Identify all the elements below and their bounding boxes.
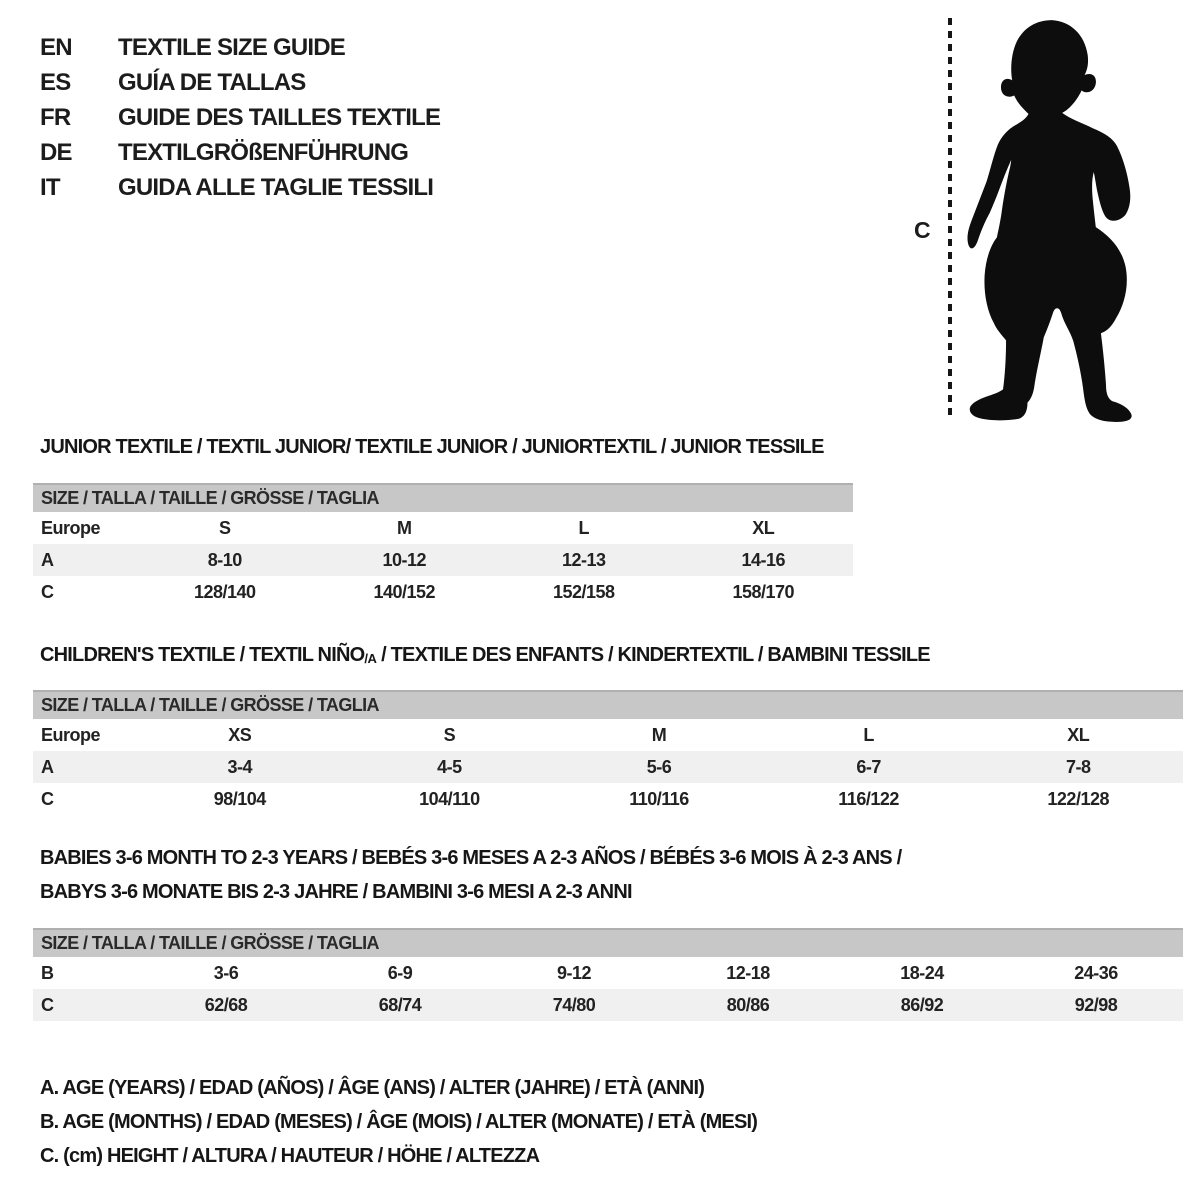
table-row: C 98/104 104/110 110/116 116/122 122/128 bbox=[33, 783, 1183, 815]
size-cell: S bbox=[443, 724, 456, 745]
lang-code: DE bbox=[40, 138, 73, 166]
height-cell: 122/128 bbox=[1047, 788, 1109, 809]
height-cell: 104/110 bbox=[419, 788, 480, 809]
babies-title-line-1: BABIES 3-6 MONTH TO 2-3 YEARS / BEBÉS 3-… bbox=[40, 847, 902, 869]
height-cell: 80/86 bbox=[726, 994, 770, 1015]
height-cell: 74/80 bbox=[552, 994, 596, 1015]
row-label: A bbox=[41, 756, 54, 777]
age-cell: 14-16 bbox=[741, 549, 786, 570]
lang-title: TEXTILGRÖßENFÜHRUNG bbox=[118, 138, 409, 166]
age-cell: 12-13 bbox=[561, 549, 606, 570]
babies-size-table: SIZE / TALLA / TAILLE / GRÖSSE / TAGLIA … bbox=[33, 928, 1183, 1021]
size-cell: L bbox=[863, 724, 874, 745]
children-title-text: CHILDREN'S TEXTILE / TEXTIL NIÑO bbox=[40, 644, 365, 666]
row-label: Europe bbox=[41, 724, 101, 745]
age-cell: 8-10 bbox=[207, 549, 243, 570]
row-label: C bbox=[41, 994, 54, 1015]
height-cell: 98/104 bbox=[213, 788, 267, 809]
toddler-silhouette-image bbox=[967, 20, 1132, 422]
height-cell: 116/122 bbox=[838, 788, 899, 809]
babies-title-line-2: BABYS 3-6 MONATE BIS 2-3 JAHRE / BAMBINI… bbox=[40, 881, 633, 903]
age-cell: 6-7 bbox=[856, 756, 881, 777]
height-cell: 92/98 bbox=[1074, 994, 1118, 1015]
language-title-block: EN TEXTILE SIZE GUIDE ES GUÍA DE TALLAS … bbox=[40, 30, 600, 205]
size-cell: S bbox=[218, 517, 231, 538]
lang-title: GUÍA DE TALLAS bbox=[118, 68, 306, 96]
size-cell: M bbox=[651, 724, 667, 745]
babies-size-header-band: SIZE / TALLA / TAILLE / GRÖSSE / TAGLIA bbox=[33, 928, 1183, 957]
age-cell: 5-6 bbox=[646, 756, 672, 777]
junior-size-header-band: SIZE / TALLA / TAILLE / GRÖSSE / TAGLIA bbox=[33, 483, 853, 512]
legend-height-cm: C. (cm) HEIGHT / ALTURA / HAUTEUR / HÖHE… bbox=[40, 1144, 540, 1167]
height-cell: 62/68 bbox=[204, 994, 248, 1015]
age-cell: 12-18 bbox=[726, 962, 770, 983]
children-title-subscript: /A bbox=[364, 651, 377, 666]
height-measure-label: C bbox=[914, 217, 931, 243]
children-size-table: SIZE / TALLA / TAILLE / GRÖSSE / TAGLIA … bbox=[33, 690, 1183, 815]
row-label: A bbox=[41, 549, 54, 570]
row-label: C bbox=[41, 788, 54, 809]
table-row: Europe XS S M L XL bbox=[33, 719, 1183, 751]
size-cell: XL bbox=[1067, 724, 1090, 745]
age-cell: 4-5 bbox=[437, 756, 462, 777]
height-cell: 140/152 bbox=[373, 581, 436, 602]
age-cell: 3-4 bbox=[227, 756, 253, 777]
height-cell: 68/74 bbox=[378, 994, 422, 1015]
table-row: C 62/68 68/74 74/80 80/86 86/92 92/98 bbox=[33, 989, 1183, 1021]
height-cell: 128/140 bbox=[193, 581, 256, 602]
age-cell: 6-9 bbox=[387, 962, 413, 983]
lang-code: IT bbox=[40, 173, 61, 201]
children-size-header-band: SIZE / TALLA / TAILLE / GRÖSSE / TAGLIA bbox=[33, 690, 1183, 719]
legend-age-months: B. AGE (MONTHS) / EDAD (MESES) / ÂGE (MO… bbox=[40, 1110, 758, 1133]
age-cell: 3-6 bbox=[213, 962, 239, 983]
children-title-text: / TEXTILE DES ENFANTS / KINDERTEXTIL / B… bbox=[376, 644, 931, 666]
lang-row-es: ES GUÍA DE TALLAS bbox=[40, 65, 600, 100]
size-cell: M bbox=[397, 517, 412, 538]
lang-title: GUIDE DES TAILLES TEXTILE bbox=[118, 103, 441, 131]
lang-row-it: IT GUIDA ALLE TAGLIE TESSILI bbox=[40, 170, 600, 205]
junior-section-title: JUNIOR TEXTILE / TEXTIL JUNIOR/ TEXTILE … bbox=[40, 436, 824, 458]
row-label: C bbox=[41, 581, 54, 602]
table-row: A 3-4 4-5 5-6 6-7 7-8 bbox=[33, 751, 1183, 783]
table-row: B 3-6 6-9 9-12 12-18 18-24 24-36 bbox=[33, 957, 1183, 989]
children-section-title: CHILDREN'S TEXTILE / TEXTIL NIÑO/A / TEX… bbox=[40, 644, 931, 667]
junior-size-table: SIZE / TALLA / TAILLE / GRÖSSE / TAGLIA … bbox=[33, 483, 853, 608]
lang-code: ES bbox=[40, 68, 71, 96]
table-row: Europe S M L XL bbox=[33, 512, 853, 544]
lang-row-en: EN TEXTILE SIZE GUIDE bbox=[40, 30, 600, 65]
size-cell: XS bbox=[228, 724, 252, 745]
row-label: Europe bbox=[41, 517, 101, 538]
row-label: B bbox=[41, 962, 54, 983]
height-cell: 152/158 bbox=[552, 581, 615, 602]
lang-code: EN bbox=[40, 33, 73, 61]
lang-title: TEXTILE SIZE GUIDE bbox=[118, 33, 346, 61]
babies-section-title: BABIES 3-6 MONTH TO 2-3 YEARS / BEBÉS 3-… bbox=[40, 841, 902, 909]
height-cell: 158/170 bbox=[732, 581, 795, 602]
height-cell: 86/92 bbox=[900, 994, 944, 1015]
height-measure-dashed-line bbox=[948, 18, 952, 420]
age-cell: 10-12 bbox=[382, 549, 427, 570]
lang-code: FR bbox=[40, 103, 71, 131]
table-row: C 128/140 140/152 152/158 158/170 bbox=[33, 576, 853, 608]
lang-row-de: DE TEXTILGRÖßENFÜHRUNG bbox=[40, 135, 600, 170]
legend-age-years: A. AGE (YEARS) / EDAD (AÑOS) / ÂGE (ANS)… bbox=[40, 1076, 705, 1099]
age-cell: 24-36 bbox=[1074, 962, 1118, 983]
age-cell: 9-12 bbox=[556, 962, 592, 983]
age-cell: 18-24 bbox=[900, 962, 944, 983]
lang-title: GUIDA ALLE TAGLIE TESSILI bbox=[118, 173, 434, 201]
lang-row-fr: FR GUIDE DES TAILLES TEXTILE bbox=[40, 100, 600, 135]
height-cell: 110/116 bbox=[629, 788, 689, 809]
size-cell: L bbox=[578, 517, 590, 538]
table-row: A 8-10 10-12 12-13 14-16 bbox=[33, 544, 853, 576]
age-cell: 7-8 bbox=[1065, 756, 1091, 777]
legend-block: A. AGE (YEARS) / EDAD (AÑOS) / ÂGE (ANS)… bbox=[40, 1071, 758, 1173]
size-cell: XL bbox=[752, 517, 775, 538]
